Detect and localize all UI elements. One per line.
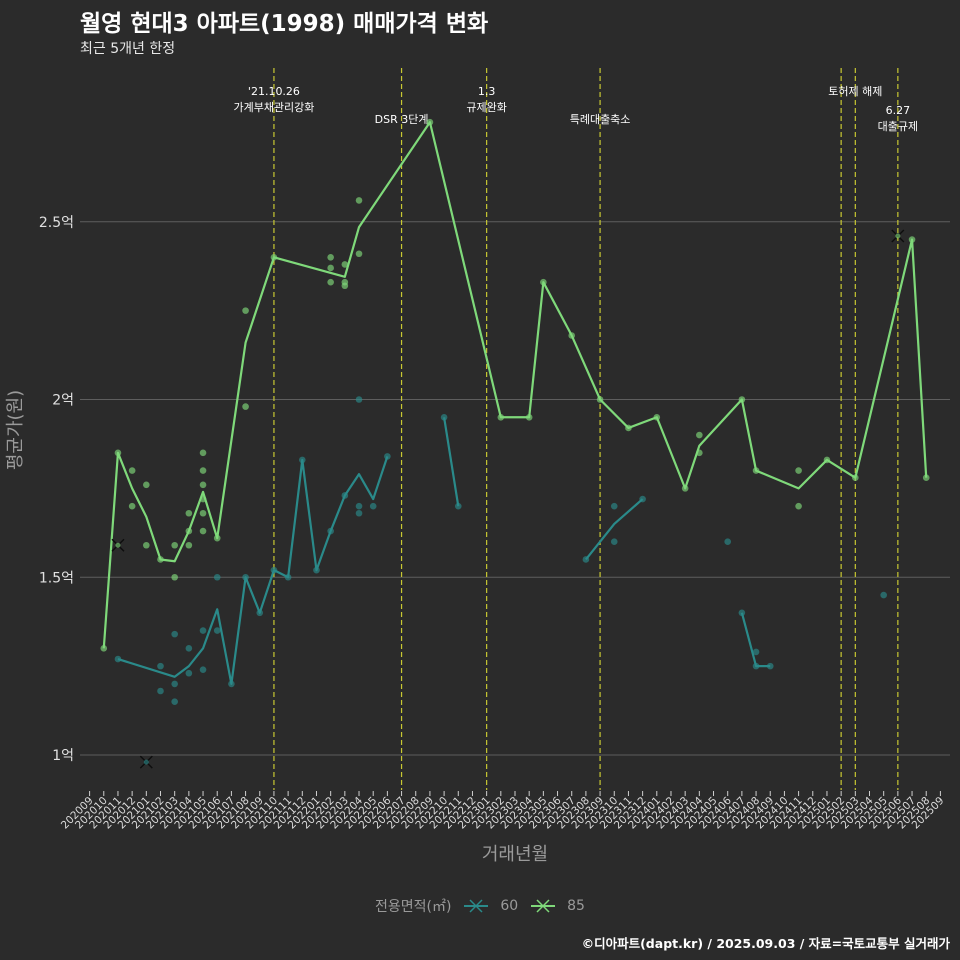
data-point-85 [341, 282, 349, 290]
cancelled-dot [895, 233, 901, 239]
y-axis-title: 평균가(원) [5, 390, 26, 470]
event-label: 규제완화 [466, 101, 506, 114]
data-point-60 [213, 627, 221, 634]
data-point-85 [199, 449, 207, 457]
data-point-60 [171, 698, 178, 705]
data-point-85 [355, 250, 363, 258]
data-point-60 [610, 538, 618, 545]
chart-subtitle: 최근 5개년 한정 [80, 41, 176, 57]
data-point-85 [171, 541, 178, 549]
data-point-85 [185, 541, 193, 549]
data-point-85 [171, 573, 178, 581]
data-point-85 [143, 481, 150, 489]
data-point-60 [157, 687, 164, 695]
series-line-60 [117, 456, 389, 686]
event-label: 가계부채관리강화 [233, 101, 314, 114]
data-point-85 [922, 474, 930, 482]
event-label: 6.27 [886, 104, 911, 117]
data-point-85 [199, 527, 207, 535]
data-point-85 [327, 278, 334, 286]
event-label: 대출규제 [878, 120, 918, 133]
series-line-60 [585, 498, 644, 561]
data-point-85 [795, 502, 802, 510]
cancelled-marker-85 [891, 229, 905, 243]
data-point-60 [880, 591, 887, 599]
event-label: 토허제 해제 [828, 84, 882, 98]
series-line-60 [443, 417, 460, 507]
data-point-60 [355, 502, 363, 510]
cancelled-marker-60 [139, 755, 153, 769]
data-point-85 [341, 261, 349, 268]
y-tick-label: 2억 [52, 393, 74, 409]
event-label: DSR 3단계 [375, 113, 429, 126]
legend: 전용면적(㎡) 60 85 [0, 896, 960, 916]
legend-key-85 [529, 898, 557, 914]
data-point-85 [355, 197, 363, 204]
data-point-85 [143, 541, 150, 549]
cancelled-dot [115, 542, 121, 548]
event-label: 특례대출축소 [570, 113, 631, 126]
legend-title: 전용면적(㎡) [375, 899, 452, 915]
data-point-60 [213, 573, 221, 581]
data-point-60 [157, 662, 164, 670]
data-point-60 [752, 648, 760, 656]
data-point-60 [369, 502, 377, 510]
data-point-60 [171, 680, 178, 688]
data-point-60 [199, 627, 207, 634]
y-tick-label: 1.5억 [39, 570, 74, 586]
data-point-60 [610, 502, 618, 510]
data-point-85 [795, 467, 802, 474]
data-point-60 [185, 645, 193, 652]
data-point-85 [327, 253, 334, 261]
data-point-85 [242, 403, 249, 410]
data-point-60 [454, 502, 462, 510]
y-tick-label: 2.5억 [39, 215, 74, 231]
data-point-85 [696, 431, 703, 439]
y-tick-label: 1억 [52, 748, 74, 764]
x-axis-title: 거래년월 [482, 844, 548, 865]
data-point-85 [242, 307, 249, 314]
data-point-60 [185, 669, 193, 677]
caption: ©디아파트(dapt.kr) / 2025.09.03 / 자료=국토교통부 실… [581, 936, 950, 951]
data-point-60 [724, 538, 731, 545]
data-point-85 [128, 467, 136, 474]
data-point-60 [171, 630, 178, 638]
chart-title: 월영 현대3 아파트(1998) 매매가격 변화 [80, 11, 489, 37]
data-point-85 [327, 264, 334, 272]
event-label: '21.10.26 [248, 85, 300, 98]
series-line-85 [102, 121, 928, 649]
data-point-85 [199, 509, 207, 517]
cancelled-marker-85 [111, 538, 125, 552]
data-point-85 [185, 509, 193, 517]
data-point-60 [199, 666, 207, 673]
data-point-85 [128, 502, 136, 510]
data-point-85 [199, 467, 207, 474]
data-point-60 [355, 396, 363, 403]
event-label: 1.3 [478, 85, 496, 98]
data-point-85 [199, 481, 207, 489]
series-line-60 [740, 612, 771, 668]
legend-label-85: 85 [567, 898, 585, 914]
legend-key-60 [462, 898, 490, 914]
legend-label-60: 60 [500, 898, 519, 914]
data-point-60 [355, 509, 363, 517]
cancelled-dot [143, 759, 149, 765]
